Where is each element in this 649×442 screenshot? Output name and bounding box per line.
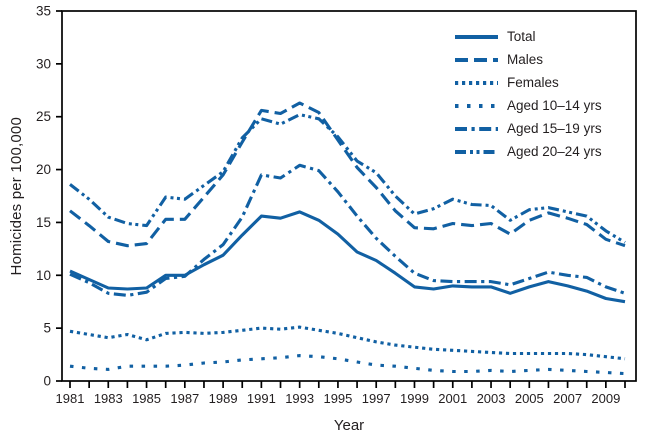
legend-line-sample-total [455, 34, 498, 39]
legend-label: Total [507, 29, 536, 44]
series-line-aged-20-24-yrs [69, 113, 626, 244]
y-tick-label: 15 [36, 215, 51, 230]
legend-line-sample-aged-15-19-yrs [455, 126, 498, 131]
legend-line-sample-females [455, 80, 498, 85]
x-tick-label: 2005 [515, 391, 544, 406]
x-tick-label: 1983 [94, 391, 123, 406]
x-tick-label: 1993 [285, 391, 314, 406]
x-tick-label: 1989 [209, 391, 238, 406]
y-tick-label: 25 [36, 109, 51, 124]
y-tick-label: 30 [36, 56, 51, 71]
x-tick-label: 2001 [438, 391, 467, 406]
series-line-females [69, 325, 626, 361]
y-tick-label: 10 [36, 268, 51, 283]
legend-label: Males [507, 52, 544, 67]
legend-line-sample-aged-20-24-yrs [455, 149, 498, 154]
x-tick-label: 1995 [323, 391, 352, 406]
legend-item-total: Total [455, 25, 602, 48]
y-tick-label: 20 [36, 162, 51, 177]
legend-item-aged-10-14-yrs: Aged 10–14 yrs [455, 94, 602, 117]
series-line-aged-15-19-yrs [69, 163, 626, 297]
x-axis-title: Year [333, 417, 365, 434]
x-tick-label: 1985 [132, 391, 161, 406]
x-tick-label: 2007 [553, 391, 582, 406]
x-tick-label: 1999 [400, 391, 429, 406]
legend-label: Aged 15–19 yrs [507, 121, 602, 136]
legend-item-males: Males [455, 48, 602, 71]
plot-box [61, 10, 637, 382]
x-tick-label: 1991 [247, 391, 276, 406]
x-tick-label: 2009 [591, 391, 620, 406]
y-tick-label: 0 [43, 374, 51, 389]
legend-item-females: Females [455, 71, 602, 94]
x-tick-label: 1981 [56, 391, 85, 406]
chart-legend: Total Males Females Aged 10–14 yrs Aged 15–1… [455, 25, 602, 163]
legend-item-aged-15-19-yrs: Aged 15–19 yrs [455, 117, 602, 140]
y-tick-label: 5 [43, 321, 51, 336]
y-tick-label: 35 [36, 4, 51, 19]
x-tick-label: 1987 [170, 391, 199, 406]
x-tick-label: 2003 [477, 391, 506, 406]
legend-line-sample-males [455, 57, 498, 62]
series-line-total [69, 210, 626, 304]
legend-label: Aged 10–14 yrs [507, 98, 602, 113]
legend-item-aged-20-24-yrs: Aged 20–24 yrs [455, 140, 602, 163]
x-tick-label: 1997 [362, 391, 391, 406]
legend-label: Females [507, 75, 559, 90]
legend-line-sample-aged-10-14-yrs [455, 103, 498, 108]
series-line-aged-10-14-yrs [69, 354, 626, 376]
legend-label: Aged 20–24 yrs [507, 144, 602, 159]
series-line-males [69, 101, 626, 248]
